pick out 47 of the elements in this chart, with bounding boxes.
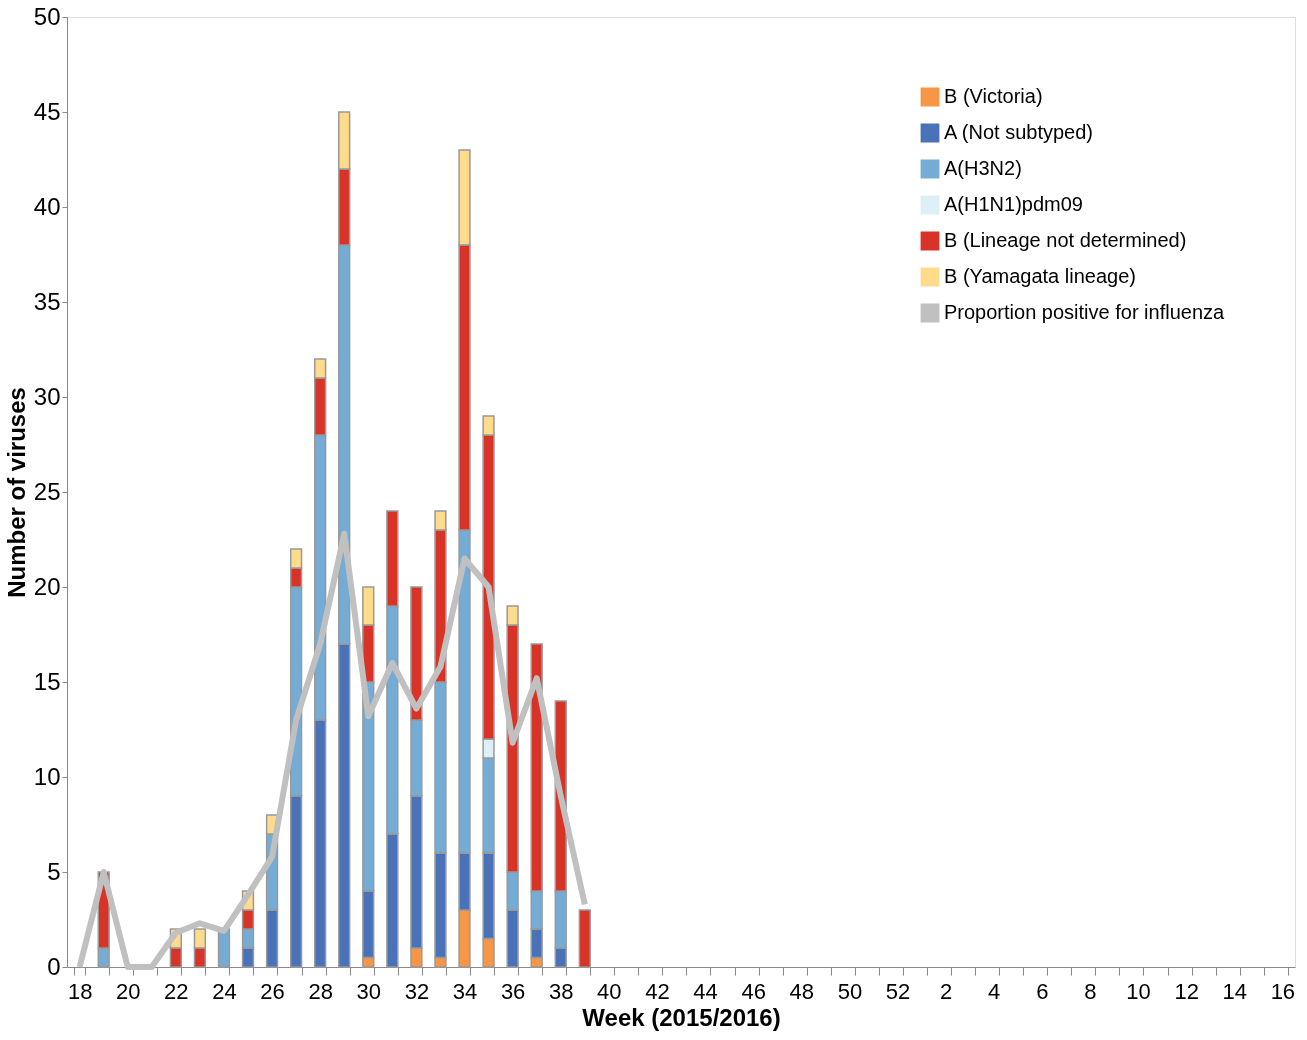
x-tick-label: 38 <box>548 978 574 1004</box>
x-tick-label: 48 <box>789 978 815 1004</box>
x-axis-title: Week (2015/2016) <box>582 1003 781 1031</box>
x-tick-label: 46 <box>741 978 766 1004</box>
x-tick-label: 36 <box>500 978 526 1004</box>
legend-label: A(H3N2) <box>944 157 1022 179</box>
y-axis-title: Number of viruses <box>2 387 30 598</box>
x-tick-label: 4 <box>988 978 1001 1004</box>
y-tick-label: 50 <box>33 2 61 30</box>
y-tick-label: 15 <box>33 667 61 695</box>
y-tick-label: 20 <box>33 572 61 600</box>
x-tick-label: 32 <box>404 978 430 1004</box>
y-tick-label: 25 <box>33 477 61 505</box>
legend-label: B (Lineage not determined) <box>944 229 1187 251</box>
y-tick-label: 40 <box>33 192 61 220</box>
x-tick-label: 22 <box>164 978 189 1004</box>
x-tick-label: 14 <box>1222 978 1247 1004</box>
x-tick-label: 10 <box>1126 978 1151 1004</box>
x-tick-label: 50 <box>837 978 863 1004</box>
x-tick-label: 34 <box>452 978 478 1004</box>
legend-label: Proportion positive for influenza <box>944 301 1226 323</box>
x-tick-label: 28 <box>308 978 333 1004</box>
x-tick-label: 8 <box>1084 978 1097 1004</box>
y-tick-label: 35 <box>33 287 61 315</box>
x-tick-label: 26 <box>260 978 285 1004</box>
x-tick-label: 20 <box>116 978 141 1004</box>
x-tick-label: 24 <box>212 978 237 1004</box>
x-tick-label: 12 <box>1174 978 1199 1004</box>
y-tick-label: 10 <box>33 762 61 790</box>
x-tick-label: 30 <box>356 978 382 1004</box>
legend-label: A (Not subtyped) <box>944 121 1093 143</box>
legend-label: A(H1N1)pdm09 <box>944 193 1083 215</box>
x-tick-label: 52 <box>885 978 911 1004</box>
y-tick-label: 45 <box>33 97 61 125</box>
x-tick-label: 6 <box>1036 978 1049 1004</box>
bar <box>578 909 591 968</box>
x-tick-label: 16 <box>1270 978 1296 1004</box>
legend-label: B (Yamagata lineage) <box>944 265 1136 287</box>
legend-label: B (Victoria) <box>944 85 1043 107</box>
x-tick-label: 42 <box>645 978 670 1004</box>
x-tick-label: 18 <box>67 978 93 1004</box>
y-tick-label: 30 <box>33 382 61 410</box>
x-tick-label: 44 <box>693 978 718 1004</box>
y-tick-label: 0 <box>47 952 61 980</box>
x-tick-label: 2 <box>939 978 953 1004</box>
y-tick-label: 5 <box>47 857 61 885</box>
x-tick-label: 40 <box>597 978 622 1004</box>
